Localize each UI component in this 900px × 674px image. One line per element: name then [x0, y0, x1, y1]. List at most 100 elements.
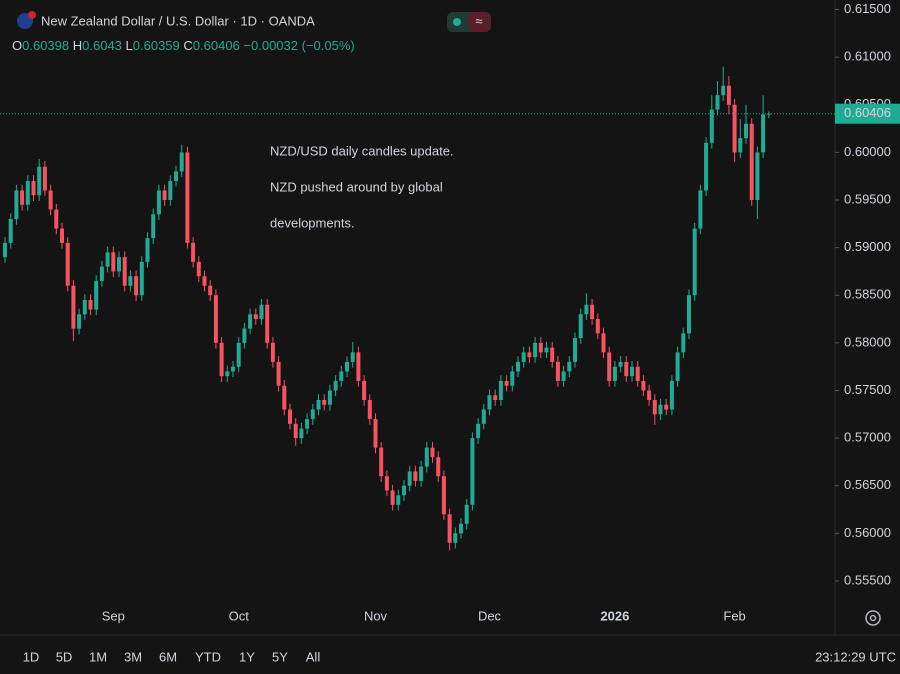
candle-body: [42, 166, 47, 191]
range-button[interactable]: 3M: [124, 649, 142, 664]
range-button[interactable]: YTD: [195, 649, 221, 664]
candle-body: [601, 333, 606, 353]
y-tick-label: 0.56500: [844, 477, 891, 492]
settings-icon[interactable]: [865, 610, 881, 626]
candle-body: [248, 314, 253, 329]
candle-body: [607, 352, 612, 381]
candle-body: [424, 447, 429, 467]
candle-body: [652, 400, 657, 415]
range-button[interactable]: 1Y: [239, 649, 255, 664]
candle-body: [755, 152, 760, 200]
range-toolbar: 1D 5D 1M 3M 6M YTD 1Y 5Y All 23:12:29 UTC: [23, 649, 896, 664]
candle-body: [219, 342, 224, 377]
range-button[interactable]: 1D: [23, 649, 40, 664]
candle-body: [402, 485, 406, 496]
candle-body: [407, 471, 412, 486]
ohlc-label: L: [126, 38, 133, 53]
status-icon: ≈: [475, 13, 482, 28]
candle-body: [134, 276, 139, 296]
candle-body: [31, 180, 36, 196]
candle-body: [567, 361, 572, 372]
candle-body: [384, 476, 389, 491]
candle-body: [60, 228, 64, 243]
candle-body: [179, 152, 184, 172]
symbol-title[interactable]: New Zealand Dollar / U.S. Dollar · 1D · …: [41, 13, 315, 28]
candle-body: [664, 404, 669, 410]
candle-body: [225, 371, 230, 377]
y-tick-label: 0.57000: [844, 430, 891, 445]
candle-body: [99, 266, 104, 281]
candle-body: [441, 476, 446, 515]
candle-body: [721, 85, 726, 96]
last-price-label: 0.60406: [844, 105, 891, 120]
flag-icon: [28, 11, 36, 19]
candle-body: [37, 166, 42, 196]
candle-body: [647, 390, 652, 400]
candle-body: [533, 342, 538, 358]
candle-body: [156, 190, 161, 215]
candle-body: [464, 504, 469, 524]
candle-body: [236, 342, 241, 367]
candle-body: [305, 419, 310, 429]
candle-body: [498, 380, 503, 400]
range-button[interactable]: 1M: [89, 649, 107, 664]
candle-body: [590, 304, 595, 320]
candle-body: [356, 352, 361, 381]
candle-body: [641, 380, 646, 391]
annotation-line: NZD/USD daily candles update.: [270, 143, 454, 158]
candle-body: [162, 190, 167, 200]
y-tick-label: 0.56000: [844, 525, 891, 540]
candle-body: [168, 180, 173, 200]
candle-body: [299, 428, 304, 439]
candle-body: [105, 252, 110, 267]
candle-body: [555, 361, 560, 381]
ohlc-line: O0.60398 H0.6043 L0.60359 C0.60406 −0.00…: [12, 38, 355, 53]
candle-body: [692, 228, 697, 296]
candle-body: [709, 109, 714, 143]
candle-body: [322, 400, 327, 405]
candle-body: [681, 333, 686, 353]
candle-body: [54, 209, 59, 229]
candle-body: [550, 347, 555, 362]
y-tick-label: 0.58500: [844, 287, 891, 302]
ohlc-value: 0.60359: [133, 38, 180, 53]
candle-body: [139, 261, 144, 296]
candle-body: [624, 361, 629, 377]
candle-body: [282, 385, 287, 410]
candle-body: [276, 361, 281, 386]
y-tick-label: 0.61000: [844, 49, 891, 64]
candle-body: [749, 123, 754, 200]
x-tick-label: Sep: [102, 608, 125, 623]
candle-body: [396, 495, 401, 505]
candle-body: [48, 190, 53, 210]
candle-body: [208, 285, 213, 296]
candle-body: [510, 371, 515, 386]
candle-body: [3, 242, 7, 258]
range-button[interactable]: All: [306, 649, 321, 664]
ohlc-value: 0.60406: [193, 38, 240, 53]
candle-body: [88, 300, 93, 310]
ohlc-label: H: [73, 38, 82, 53]
candle-body: [470, 438, 475, 505]
candle-body: [561, 371, 566, 381]
candle-body: [253, 314, 258, 320]
candle-body: [521, 352, 526, 362]
range-button[interactable]: 6M: [159, 649, 177, 664]
candle-body: [202, 276, 207, 286]
candle-body: [265, 304, 270, 343]
candle-body: [595, 319, 600, 334]
status-pill[interactable]: [468, 12, 491, 32]
candle-body: [584, 304, 589, 315]
ohlc-label: O: [12, 38, 22, 53]
candle-body: [744, 123, 748, 139]
range-button[interactable]: 5D: [56, 649, 73, 664]
x-tick-label: Dec: [478, 608, 502, 623]
candle-body: [544, 347, 549, 353]
y-tick-label: 0.61500: [844, 1, 891, 16]
candle-body: [270, 342, 275, 362]
candle-body: [732, 104, 737, 153]
candle-body: [367, 400, 372, 420]
range-button[interactable]: 5Y: [272, 649, 288, 664]
candle-body: [350, 352, 355, 362]
candle-body: [111, 252, 116, 272]
